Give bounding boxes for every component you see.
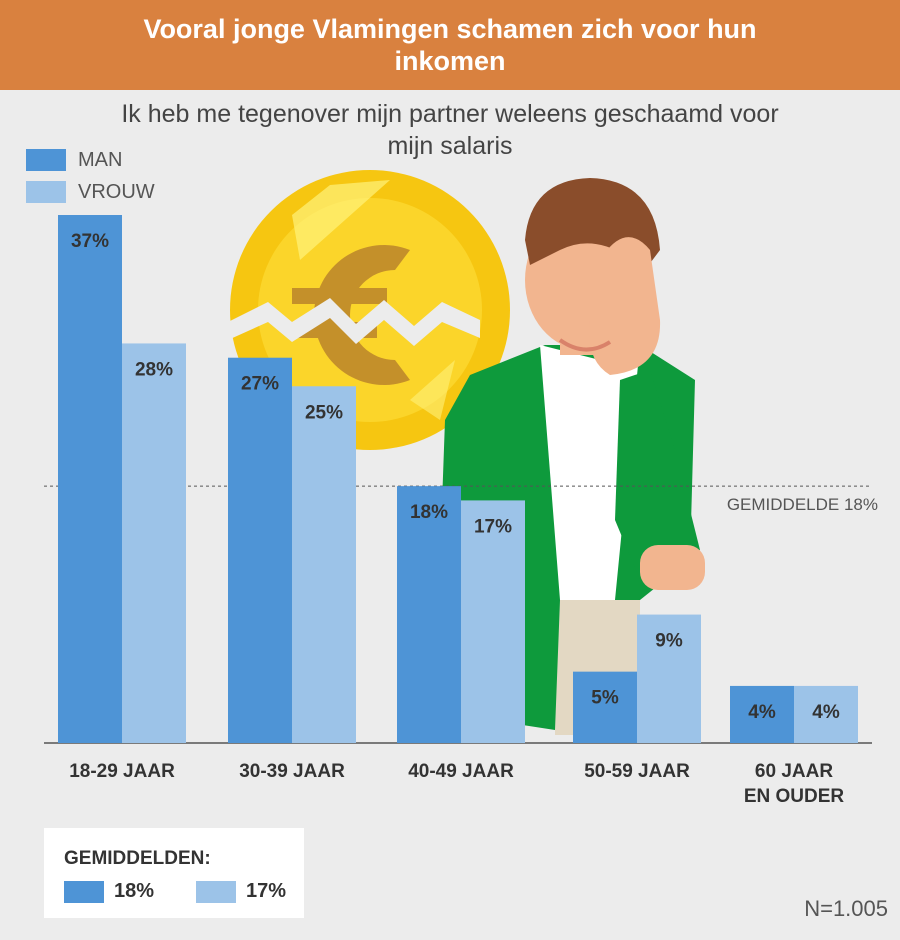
- legend: MAN VROUW: [26, 144, 155, 208]
- bars-group: 37% 27% 18% 5% 4% 28% 25% 17% 9% 4%: [58, 215, 858, 743]
- legend-swatch-man: [26, 149, 66, 171]
- bar-vrouw-1: [292, 386, 356, 743]
- x-tick-line-1-0: 30-39 JAAR: [239, 761, 345, 782]
- averages-title: GEMIDDELDEN:: [64, 848, 211, 869]
- legend-label-man: MAN: [78, 148, 123, 171]
- x-tick-line-0-0: 18-29 JAAR: [69, 761, 175, 782]
- chart-title: Vooral jonge Vlamingen schamen zich voor…: [143, 14, 757, 76]
- bar-vrouw-4: [794, 685, 858, 743]
- data-label-vrouw-3: 9%: [655, 631, 683, 652]
- bar-vrouw-0: [122, 343, 186, 743]
- average-value-man: 18%: [114, 880, 155, 902]
- x-tick-labels: 18-29 JAAR 30-39 JAAR 40-49 JAAR 50-59 JAAR…: [69, 761, 844, 807]
- data-label-vrouw-1: 25%: [305, 402, 343, 423]
- x-tick-label-3: 50-59 JAAR: [584, 761, 690, 782]
- legend-label-vrouw: VROUW: [78, 180, 155, 203]
- data-label-vrouw-0: 28%: [135, 359, 173, 380]
- data-label-man-3: 5%: [591, 688, 619, 709]
- data-label-man-2: 18%: [410, 502, 448, 523]
- averages-box: GEMIDDELDEN: 18% 17%: [44, 828, 304, 918]
- broken-euro-coin-icon: [228, 170, 510, 450]
- legend-swatch-vrouw: [26, 181, 66, 203]
- chart-header: Vooral jonge Vlamingen schamen zich voor…: [0, 0, 900, 90]
- bar-vrouw-3: [637, 614, 701, 743]
- x-tick-line-4-1: EN OUDER: [744, 786, 845, 807]
- bar-man-2: [397, 486, 461, 743]
- data-label-vrouw-4: 4%: [812, 702, 840, 723]
- x-tick-line-3-0: 50-59 JAAR: [584, 761, 690, 782]
- bar-man-4: [730, 685, 794, 743]
- bar-man-3: [573, 671, 637, 743]
- sample-size-note: N=1.005: [804, 896, 888, 921]
- x-tick-label-0: 18-29 JAAR: [69, 761, 175, 782]
- reference-label: GEMIDDELDE 18%: [727, 495, 878, 514]
- average-swatch-vrouw: [196, 880, 236, 903]
- x-tick-label-4: 60 JAAR EN OUDER: [744, 761, 845, 807]
- average-man: 18%: [64, 880, 154, 903]
- data-label-vrouw-2: 17%: [474, 516, 512, 537]
- bar-man-0: [58, 215, 122, 743]
- average-value-vrouw: 17%: [246, 880, 287, 902]
- chart-subtitle-wrap: Ik heb me tegenover mijn partner weleens…: [0, 98, 900, 162]
- chart-subtitle: Ik heb me tegenover mijn partner weleens…: [121, 100, 779, 160]
- x-tick-label-1: 30-39 JAAR: [239, 761, 345, 782]
- x-tick-line-2-0: 40-49 JAAR: [408, 761, 514, 782]
- data-label-man-1: 27%: [241, 374, 279, 395]
- average-vrouw: 17%: [196, 880, 286, 903]
- x-tick-line-4-0: 60 JAAR: [755, 761, 833, 782]
- data-label-man-0: 37%: [71, 231, 109, 252]
- data-label-man-4: 4%: [748, 702, 776, 723]
- legend-item-vrouw: VROUW: [26, 176, 155, 208]
- bar-vrouw-2: [461, 500, 525, 743]
- bar-man-1: [228, 357, 292, 743]
- x-tick-label-2: 40-49 JAAR: [408, 761, 514, 782]
- average-swatch-man: [64, 880, 104, 903]
- legend-item-man: MAN: [26, 144, 155, 176]
